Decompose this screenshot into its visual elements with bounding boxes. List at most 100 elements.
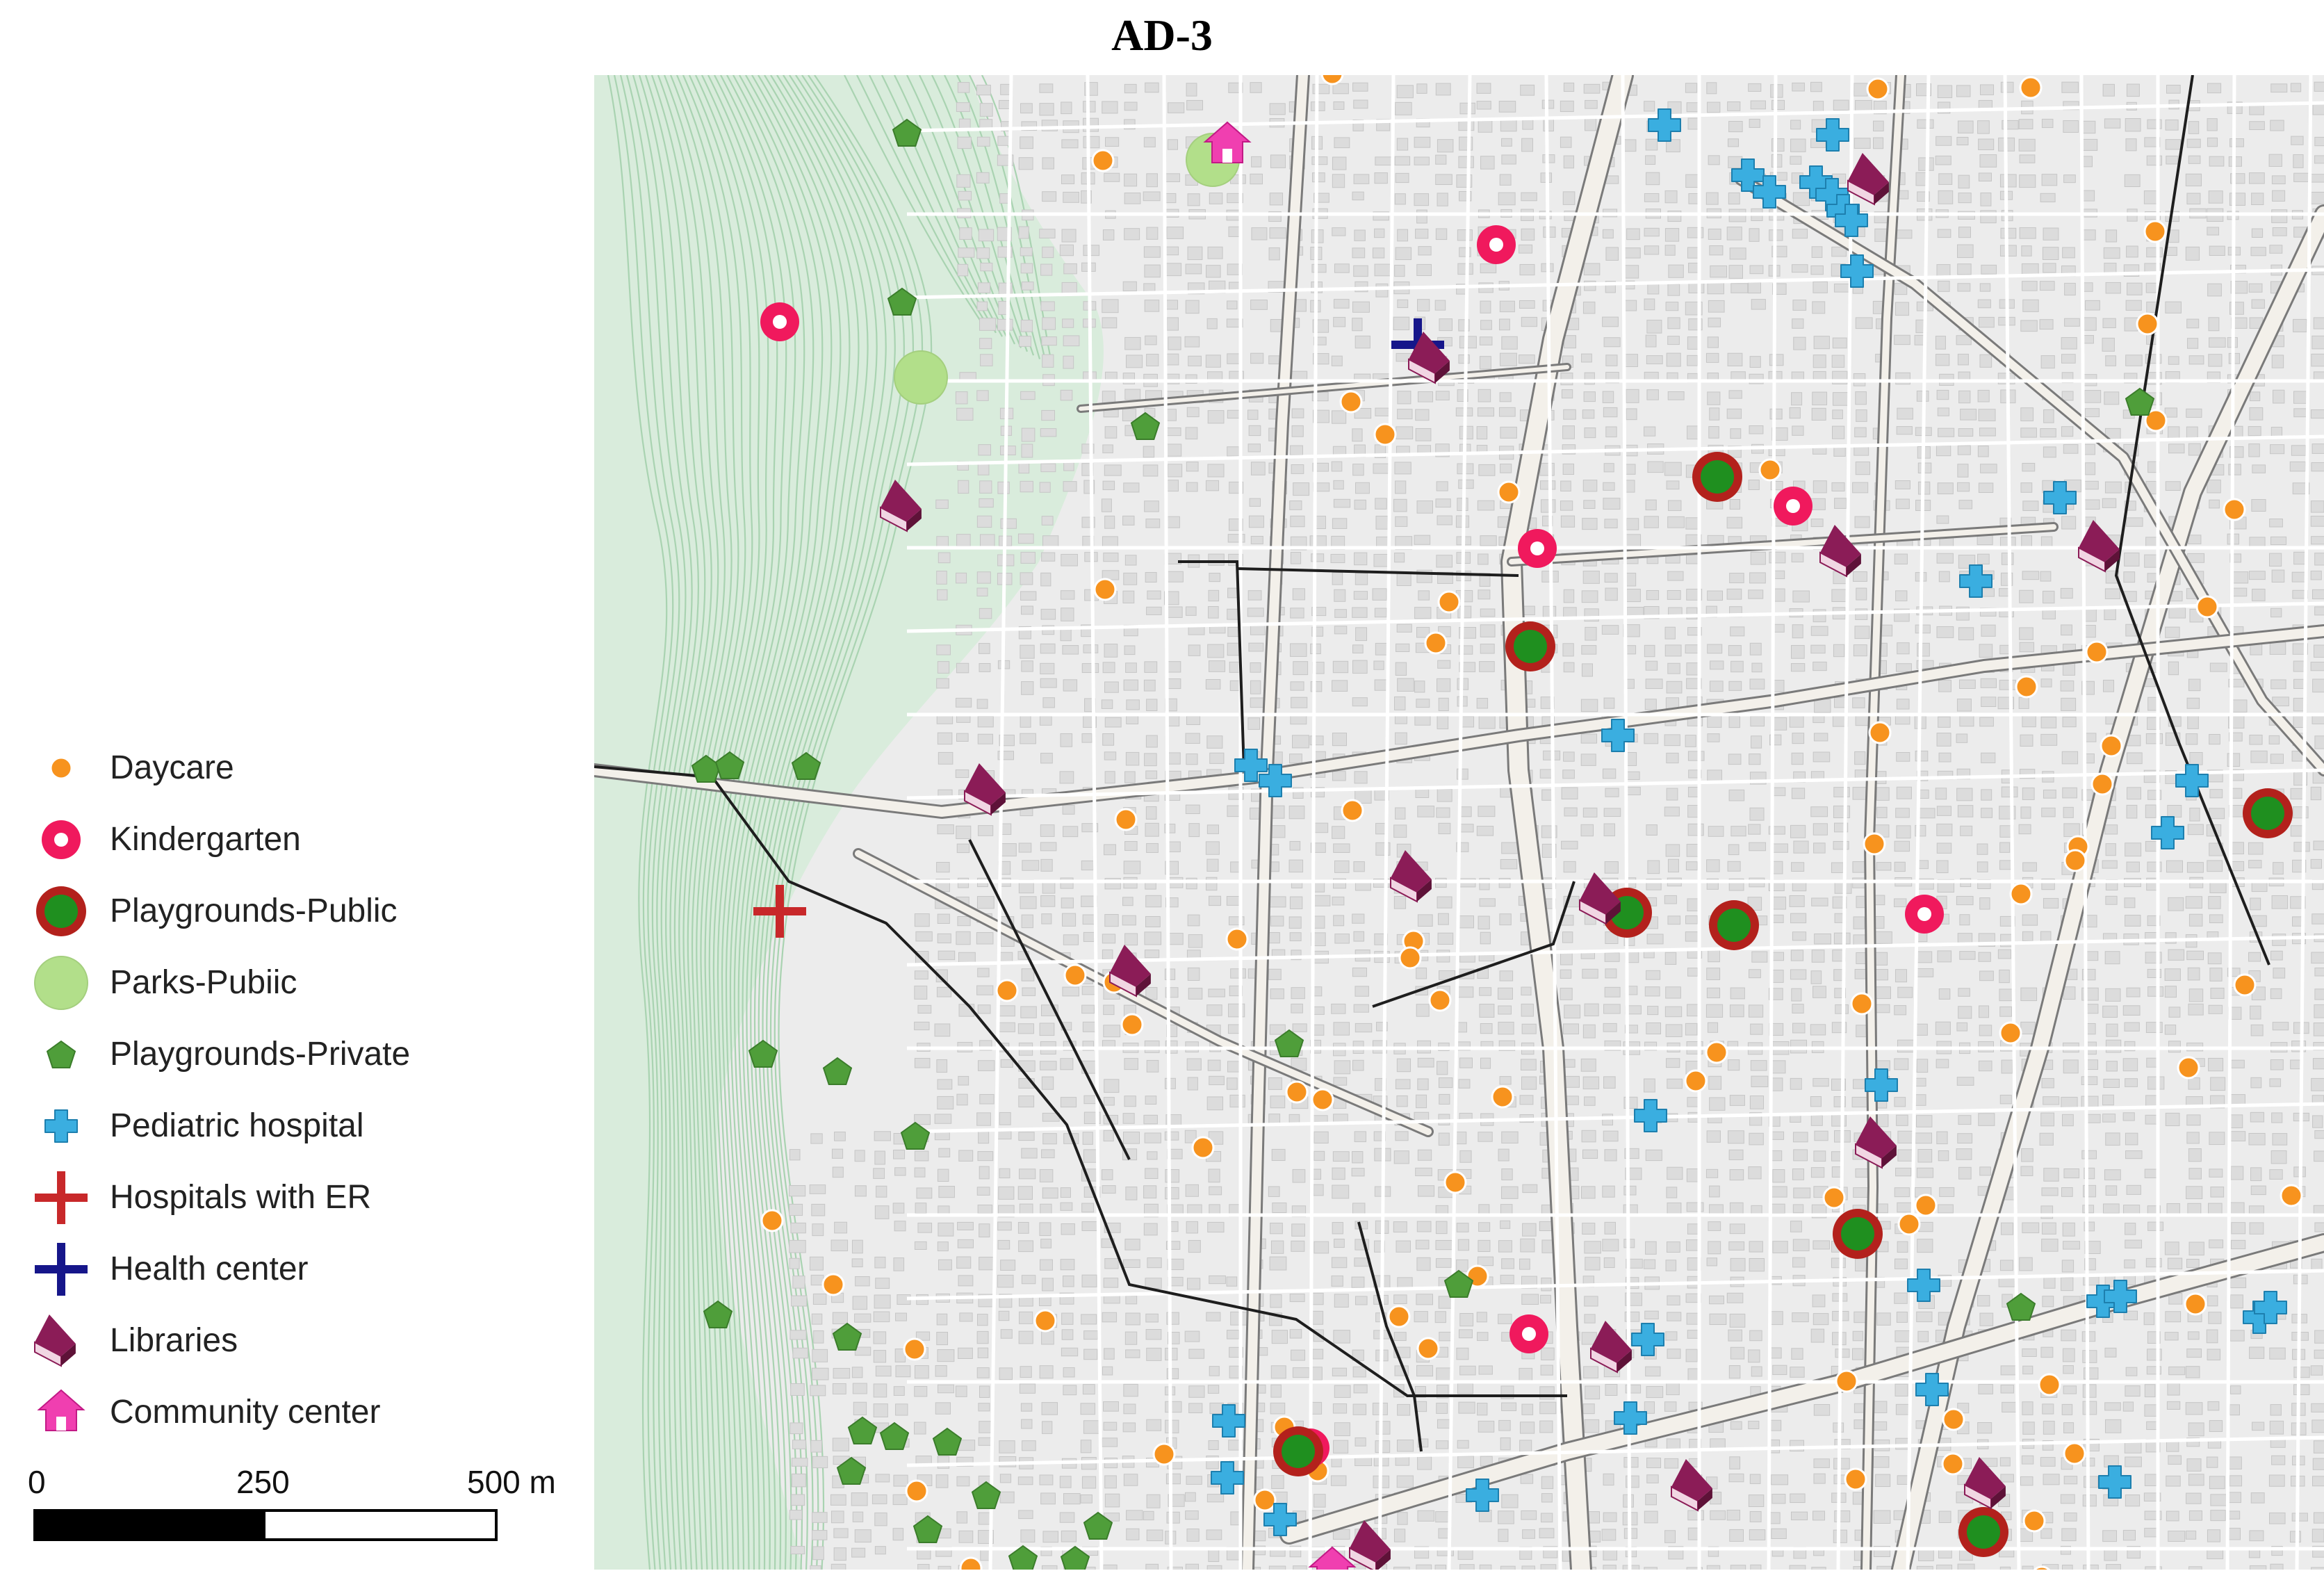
pediatric-hospital-icon[interactable]: [1648, 108, 1681, 142]
daycare-icon[interactable]: [2143, 220, 2167, 243]
daycare-icon[interactable]: [1063, 963, 1087, 987]
daycare-icon[interactable]: [1844, 1467, 1867, 1491]
playground-private-icon[interactable]: [822, 1057, 853, 1085]
daycare-icon[interactable]: [1942, 1408, 1965, 1431]
library-icon[interactable]: [1109, 945, 1151, 997]
daycare-icon[interactable]: [2009, 882, 2033, 906]
daycare-icon[interactable]: [1191, 1136, 1215, 1159]
pediatric-hospital-icon[interactable]: [1835, 204, 1868, 237]
playground-public-icon[interactable]: [1273, 1426, 1323, 1476]
playground-private-icon[interactable]: [887, 287, 917, 316]
daycare-icon[interactable]: [1822, 1186, 1846, 1210]
pediatric-hospital-icon[interactable]: [1959, 564, 1992, 598]
daycare-icon[interactable]: [1443, 1171, 1467, 1194]
pediatric-hospital-icon[interactable]: [1865, 1068, 1898, 1102]
daycare-icon[interactable]: [1373, 423, 1397, 446]
daycare-icon[interactable]: [2233, 973, 2257, 997]
daycare-icon[interactable]: [2177, 1056, 2200, 1080]
pediatric-hospital-icon[interactable]: [2151, 816, 2184, 849]
pediatric-hospital-icon[interactable]: [1259, 764, 1292, 797]
library-icon[interactable]: [1671, 1459, 1712, 1512]
daycare-icon[interactable]: [1416, 1337, 1440, 1360]
playground-public-icon[interactable]: [1505, 621, 1555, 671]
daycare-icon[interactable]: [1311, 1088, 1334, 1111]
hospital-er-icon[interactable]: [753, 885, 806, 938]
daycare-icon[interactable]: [1093, 578, 1117, 601]
playground-private-icon[interactable]: [836, 1456, 867, 1485]
daycare-icon[interactable]: [2031, 1565, 2052, 1570]
daycare-icon[interactable]: [1705, 1041, 1728, 1064]
playground-private-icon[interactable]: [1083, 1511, 1113, 1540]
kindergarten-icon[interactable]: [1509, 1314, 1548, 1353]
library-icon[interactable]: [1855, 1116, 1897, 1169]
pediatric-hospital-icon[interactable]: [1212, 1404, 1245, 1438]
daycare-icon[interactable]: [1225, 927, 1249, 951]
pediatric-hospital-icon[interactable]: [1753, 175, 1786, 209]
pediatric-hospital-icon[interactable]: [1840, 254, 1874, 288]
daycare-icon[interactable]: [821, 1273, 845, 1296]
daycare-icon[interactable]: [1497, 480, 1521, 504]
daycare-icon[interactable]: [1999, 1021, 2022, 1045]
daycare-icon[interactable]: [2085, 640, 2109, 664]
library-icon[interactable]: [1819, 525, 1861, 578]
library-icon[interactable]: [964, 763, 1006, 816]
daycare-icon[interactable]: [2063, 1442, 2086, 1465]
library-icon[interactable]: [1349, 1520, 1391, 1570]
library-icon[interactable]: [1408, 332, 1450, 384]
daycare-icon[interactable]: [2038, 1373, 2061, 1396]
daycare-icon[interactable]: [1758, 458, 1782, 482]
daycare-icon[interactable]: [1914, 1194, 1938, 1217]
daycare-icon[interactable]: [2090, 772, 2114, 796]
library-icon[interactable]: [1847, 153, 1889, 206]
map-canvas[interactable]: [594, 75, 2324, 1570]
daycare-icon[interactable]: [1897, 1212, 1921, 1236]
daycare-icon[interactable]: [2184, 1292, 2207, 1316]
daycare-icon[interactable]: [903, 1337, 926, 1361]
playground-public-icon[interactable]: [1833, 1209, 1883, 1259]
library-icon[interactable]: [880, 480, 922, 532]
library-icon[interactable]: [1579, 872, 1621, 925]
library-icon[interactable]: [1390, 850, 1432, 903]
kindergarten-icon[interactable]: [1477, 225, 1516, 264]
daycare-icon[interactable]: [1033, 1309, 1057, 1333]
daycare-icon[interactable]: [2063, 849, 2087, 872]
daycare-icon[interactable]: [1320, 75, 1344, 85]
pediatric-hospital-icon[interactable]: [1907, 1269, 1940, 1302]
pediatric-hospital-icon[interactable]: [2043, 481, 2077, 514]
playground-private-icon[interactable]: [1060, 1545, 1090, 1570]
playground-private-icon[interactable]: [847, 1416, 878, 1444]
daycare-icon[interactable]: [1424, 631, 1448, 655]
playground-public-icon[interactable]: [1709, 900, 1759, 950]
daycare-icon[interactable]: [1114, 808, 1138, 831]
daycare-icon[interactable]: [1835, 1369, 1858, 1393]
daycare-icon[interactable]: [1091, 149, 1115, 172]
daycare-icon[interactable]: [995, 979, 1019, 1002]
community-center-icon[interactable]: [1308, 1546, 1357, 1570]
daycare-icon[interactable]: [1850, 992, 1874, 1016]
playground-public-icon[interactable]: [2243, 788, 2293, 838]
daycare-icon[interactable]: [1866, 77, 1890, 101]
playground-private-icon[interactable]: [900, 1121, 931, 1150]
kindergarten-icon[interactable]: [1518, 529, 1557, 568]
library-icon[interactable]: [1590, 1321, 1632, 1374]
pediatric-hospital-icon[interactable]: [2175, 764, 2209, 797]
daycare-icon[interactable]: [2015, 675, 2038, 699]
daycare-icon[interactable]: [2136, 312, 2159, 336]
playground-private-icon[interactable]: [1443, 1269, 1474, 1298]
kindergarten-icon[interactable]: [1774, 487, 1812, 526]
daycare-icon[interactable]: [2223, 498, 2246, 521]
daycare-icon[interactable]: [1863, 832, 1886, 856]
playground-private-icon[interactable]: [791, 751, 821, 780]
pediatric-hospital-icon[interactable]: [2098, 1465, 2131, 1499]
library-icon[interactable]: [1964, 1457, 2006, 1510]
playground-private-icon[interactable]: [714, 751, 745, 779]
daycare-icon[interactable]: [1684, 1069, 1708, 1093]
kindergarten-icon[interactable]: [760, 302, 799, 341]
park-icon[interactable]: [894, 350, 948, 405]
pediatric-hospital-icon[interactable]: [1816, 118, 1849, 152]
daycare-icon[interactable]: [1285, 1080, 1309, 1104]
playground-public-icon[interactable]: [1958, 1507, 2008, 1557]
daycare-icon[interactable]: [1152, 1442, 1176, 1466]
daycare-icon[interactable]: [1437, 590, 1461, 614]
playground-private-icon[interactable]: [1008, 1545, 1038, 1570]
